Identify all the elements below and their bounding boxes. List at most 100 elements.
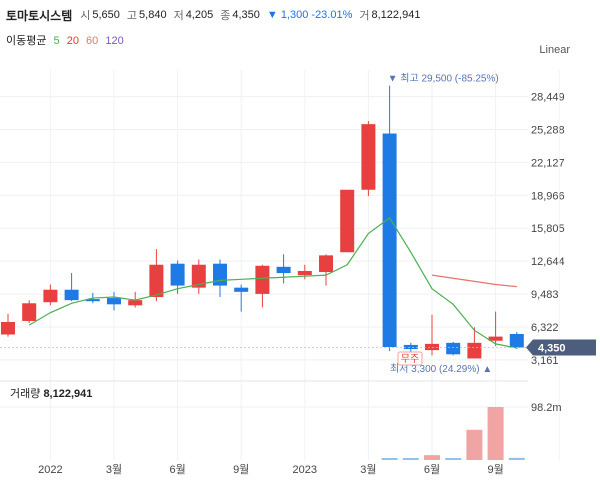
ma-label: 이동평균 bbox=[6, 35, 47, 47]
candle bbox=[234, 284, 249, 312]
x-tick-label: 9월 bbox=[233, 463, 249, 476]
ma-20-toggle[interactable]: 20 bbox=[66, 35, 79, 47]
quote-header: 토마토시스템 시 5,650 고 5,840 저 4,205 종 4,350 ▼… bbox=[6, 6, 427, 24]
x-tick-label: 6월 bbox=[169, 463, 185, 476]
ma-120-toggle[interactable]: 120 bbox=[105, 35, 124, 47]
y-tick-label: 22,127 bbox=[531, 157, 565, 169]
candle-body bbox=[255, 265, 270, 294]
volume-header-value: 8,122,941 bbox=[371, 9, 421, 21]
low-label: 저 bbox=[173, 10, 184, 22]
x-tick-label: 3월 bbox=[106, 463, 122, 476]
candle-body bbox=[170, 263, 185, 286]
volume-bar bbox=[487, 407, 504, 460]
candle-body bbox=[509, 333, 524, 348]
volume-bar bbox=[424, 455, 440, 460]
ma-20-line bbox=[431, 274, 517, 288]
volume-legend: 거래량 8,122,941 bbox=[10, 385, 92, 401]
y-tick-label: 6,322 bbox=[531, 322, 559, 334]
close-value: 4,350 bbox=[232, 9, 260, 21]
candle-body bbox=[191, 264, 206, 288]
mu-badge: 무주 bbox=[397, 351, 423, 366]
volume-label: 거래량 bbox=[10, 388, 41, 400]
volume-bar bbox=[508, 457, 525, 460]
candle-body bbox=[297, 270, 312, 276]
candle bbox=[64, 273, 79, 302]
mu-badge-text: 무주 bbox=[401, 354, 419, 365]
candle-body bbox=[64, 289, 79, 301]
candle-body bbox=[276, 266, 291, 274]
volume-bar bbox=[402, 458, 419, 460]
low-annotation: 최저 3,300 (24.29%) ▲ bbox=[390, 363, 492, 375]
candle-body bbox=[340, 189, 355, 253]
candle bbox=[488, 311, 503, 346]
candle-body bbox=[382, 133, 397, 348]
y-tick-label: 3,161 bbox=[531, 355, 559, 367]
candle bbox=[446, 341, 461, 356]
candle-body bbox=[43, 289, 58, 303]
last-price-tag-shape bbox=[526, 339, 596, 356]
open-label: 시 bbox=[80, 10, 91, 22]
volume-bar bbox=[381, 458, 398, 460]
scale-toggle-button[interactable]: Linear bbox=[539, 44, 570, 56]
candle-body bbox=[361, 124, 376, 190]
candle-body bbox=[488, 336, 503, 341]
candle bbox=[43, 284, 58, 306]
open-value: 5,650 bbox=[92, 9, 120, 21]
y-tick-label: 9,483 bbox=[531, 289, 559, 301]
volume-axis-label: 98.2m bbox=[531, 402, 562, 414]
candle-body bbox=[107, 298, 121, 305]
last-price-tag: 4,350 bbox=[526, 339, 596, 356]
volume-bar bbox=[445, 458, 462, 460]
last-price-value: 4,350 bbox=[538, 343, 566, 355]
candle bbox=[191, 259, 206, 294]
x-tick-label: 2022 bbox=[38, 464, 62, 476]
ma-5-toggle[interactable]: 5 bbox=[53, 35, 60, 47]
moving-average-legend: 이동평균 5 20 60 120 bbox=[6, 32, 128, 48]
candle-body bbox=[425, 343, 439, 351]
candle bbox=[1, 313, 15, 337]
volume-total: 8,122,941 bbox=[43, 388, 93, 400]
candle bbox=[22, 300, 37, 324]
candle-body bbox=[403, 344, 418, 350]
volume-header-label: 거 bbox=[359, 10, 370, 22]
candle bbox=[276, 254, 291, 284]
candle-body bbox=[1, 322, 15, 335]
candle-body bbox=[319, 255, 333, 273]
candle bbox=[340, 189, 355, 253]
ma-60-toggle[interactable]: 60 bbox=[86, 35, 99, 47]
candle-body bbox=[22, 303, 37, 321]
ma-5-line bbox=[28, 217, 517, 349]
volume-bar bbox=[466, 429, 483, 460]
x-tick-label: 3월 bbox=[360, 463, 376, 476]
candle bbox=[319, 254, 333, 286]
candle bbox=[509, 332, 524, 350]
candle bbox=[467, 327, 482, 359]
stock-name: 토마토시스템 bbox=[6, 8, 73, 23]
x-tick-label: 9월 bbox=[487, 463, 503, 476]
candle bbox=[107, 291, 121, 311]
candle bbox=[403, 342, 418, 353]
candle bbox=[213, 259, 227, 298]
candle-body bbox=[213, 263, 227, 286]
y-tick-label: 15,805 bbox=[531, 223, 565, 235]
candle bbox=[255, 264, 270, 308]
y-tick-label: 18,966 bbox=[531, 190, 565, 202]
x-tick-label: 6월 bbox=[424, 463, 440, 476]
high-value: 5,840 bbox=[139, 9, 167, 21]
change-value: ▼ 1,300 -23.01% bbox=[266, 9, 353, 21]
candle bbox=[361, 121, 376, 197]
candle-body bbox=[85, 299, 100, 302]
y-tick-label: 25,288 bbox=[531, 124, 565, 136]
low-value: 4,205 bbox=[185, 9, 214, 21]
candle-body bbox=[446, 342, 461, 355]
close-label: 종 bbox=[220, 10, 231, 22]
candle bbox=[425, 314, 439, 356]
y-tick-label: 28,449 bbox=[531, 92, 565, 104]
candle bbox=[297, 264, 312, 280]
candle-body bbox=[149, 264, 164, 298]
candle-body bbox=[467, 342, 482, 359]
y-tick-label: 12,644 bbox=[531, 256, 565, 268]
high-label: 고 bbox=[126, 10, 138, 22]
high-annotation: ▼ 최고 29,500 (-85.25%) bbox=[388, 73, 499, 85]
